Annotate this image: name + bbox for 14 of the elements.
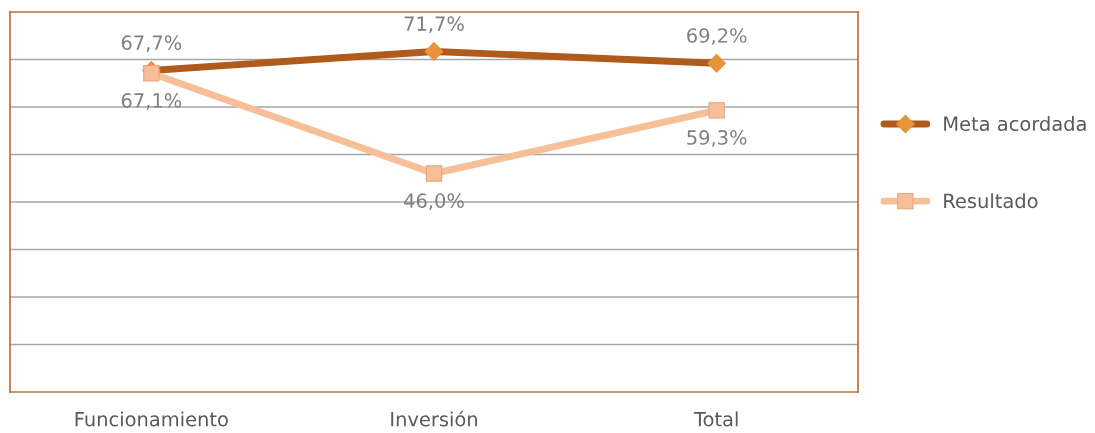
x-tick-label: Inversión [391,410,477,427]
x-tick-label: Total [693,411,738,427]
x-tick-label: Funcionamiento [75,411,228,427]
legend-label: Resultado [944,193,1038,209]
data-label: 67,1% [121,93,182,110]
data-label: 67,7% [121,35,182,52]
data-label: 46,0% [404,193,464,210]
data-label: 69,2% [687,28,747,45]
legend-label: Meta acordada [944,116,1086,132]
point [143,65,160,82]
point [425,165,443,182]
point [708,102,725,119]
data-label: 59,3% [687,130,747,147]
data-label: 71,7% [404,16,464,33]
